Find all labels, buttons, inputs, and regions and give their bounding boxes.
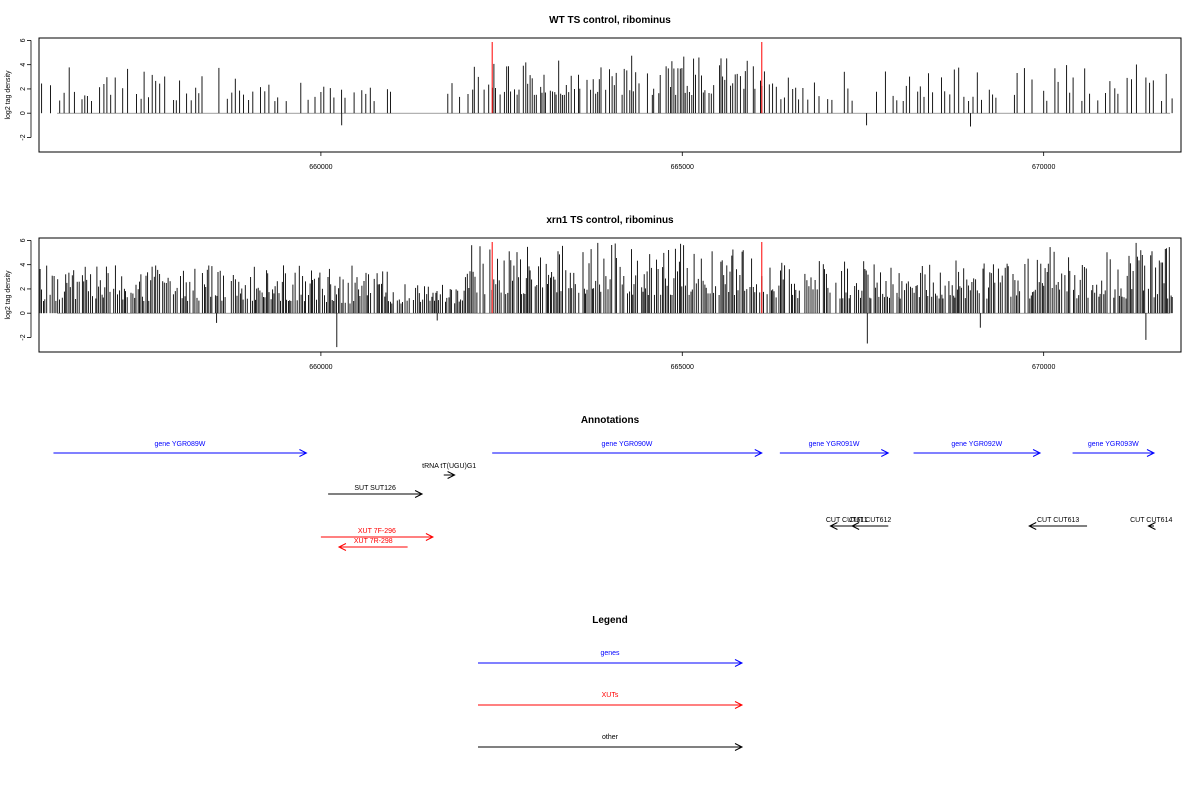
feature-label: CUT CUT611 <box>826 517 868 524</box>
y-tick-label: 2 <box>20 287 27 291</box>
feature-arrow-head <box>299 449 308 457</box>
feature-arrow-head <box>414 490 424 498</box>
x-tick-label: 670000 <box>1032 364 1055 371</box>
feature-label: CUT CUT613 <box>1037 517 1079 524</box>
legend-label: genes <box>600 650 620 657</box>
feature-label: CUT CUT612 <box>849 517 891 524</box>
annotation-features: gene YGR089W gene YGR090W gene YGR091W gene… <box>53 441 1172 551</box>
wt-bars <box>41 42 1173 127</box>
y-tick-label: 4 <box>20 263 27 267</box>
y-tick-label: -2 <box>20 334 27 340</box>
feature-arrow-head <box>1028 522 1037 530</box>
xrn1-track-title: xrn1 TS control, ribominus <box>546 215 674 226</box>
y-tick-label: 4 <box>20 63 27 67</box>
feature-label: SUT SUT126 <box>354 485 396 492</box>
legend: genes XUTs other <box>478 650 744 751</box>
feature-arrow-head <box>1032 449 1042 457</box>
legend-title: Legend <box>592 615 628 626</box>
y-tick-label: -2 <box>20 134 27 140</box>
feature-arrow-head <box>1146 449 1156 457</box>
x-tick-label: 660000 <box>309 164 332 171</box>
y-tick-label: 0 <box>20 311 27 315</box>
feature-label: XUT 7F-296 <box>358 528 396 535</box>
feature-arrow-head <box>829 522 838 530</box>
feature-arrow-head <box>447 471 456 479</box>
feature-label: tRNA tT(UGU)G1 <box>422 463 476 470</box>
feature-arrow-head <box>754 449 763 457</box>
feature-arrow-head <box>1147 522 1156 530</box>
feature-label: XUT 7R-298 <box>354 538 393 545</box>
wt-y-axis-label: log2 tag density <box>5 70 12 120</box>
wt-track-title: WT TS control, ribominus <box>549 15 671 26</box>
xrn1-y-axis-label: log2 tag density <box>5 270 12 320</box>
feature-arrow-head <box>881 449 890 457</box>
x-tick-label: 665000 <box>671 164 694 171</box>
xrn1-bars <box>38 242 1173 348</box>
legend-arrow-head <box>734 743 744 751</box>
wt-axes: -2 0 2 4 6 660000 665000 670000 <box>20 38 1055 171</box>
wt-plot-frame <box>38 37 1182 153</box>
y-tick-label: 6 <box>20 238 27 242</box>
xrn1-axes: -2 0 2 4 6 660000 665000 670000 <box>20 238 1055 371</box>
y-tick-label: 6 <box>20 38 27 42</box>
y-tick-label: 0 <box>20 111 27 115</box>
legend-label: other <box>602 734 619 741</box>
legend-label: XUTs <box>602 692 619 699</box>
legend-arrow-head <box>734 659 744 667</box>
annotations-title: Annotations <box>581 415 640 426</box>
feature-label: gene YGR093W <box>1088 441 1139 448</box>
feature-label: CUT CUT614 <box>1130 517 1172 524</box>
xrn1-track-panel: xrn1 TS control, ribominus log2 tag dens… <box>5 215 1182 371</box>
feature-label: gene YGR089W <box>155 441 206 448</box>
feature-label: gene YGR091W <box>809 441 860 448</box>
x-tick-label: 670000 <box>1032 164 1055 171</box>
feature-label: gene YGR092W <box>951 441 1002 448</box>
y-tick-label: 2 <box>20 87 27 91</box>
x-tick-label: 660000 <box>309 364 332 371</box>
legend-arrow-head <box>734 701 744 709</box>
feature-arrow-head <box>425 533 435 541</box>
wt-track-panel: WT TS control, ribominus log2 tag densit… <box>5 15 1182 171</box>
feature-arrow-head <box>851 522 860 530</box>
feature-arrow-head <box>337 543 347 551</box>
x-tick-label: 665000 <box>671 364 694 371</box>
feature-label: gene YGR090W <box>602 441 653 448</box>
